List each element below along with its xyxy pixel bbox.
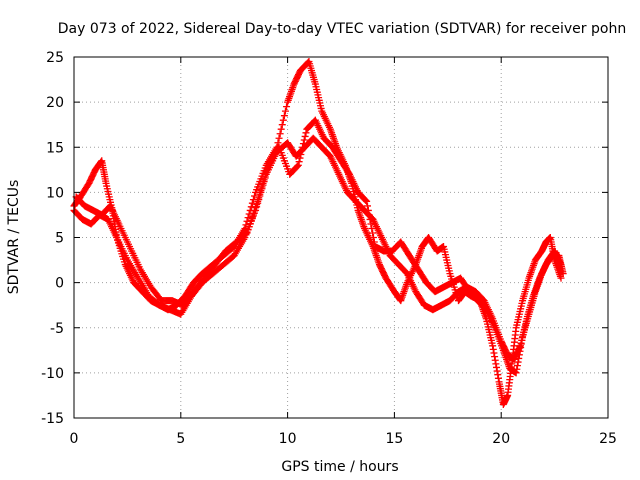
- y-tick-label: 15: [46, 140, 64, 156]
- data-point: [254, 197, 262, 205]
- grid-lines: [74, 57, 608, 418]
- data-point: [247, 216, 255, 224]
- y-tick-label: -5: [50, 321, 64, 337]
- data-point: [252, 204, 260, 212]
- chart-title: Day 073 of 2022, Sidereal Day-to-day VTE…: [58, 21, 626, 37]
- data-point: [242, 230, 250, 238]
- data-point: [241, 224, 249, 232]
- data-point: [298, 147, 306, 155]
- data-point: [366, 215, 374, 223]
- data-point: [365, 211, 373, 219]
- data-point: [277, 125, 285, 133]
- data-point: [369, 229, 377, 237]
- data-point: [255, 194, 263, 202]
- data-point: [258, 183, 266, 191]
- y-tick-label: 0: [55, 276, 64, 292]
- data-point: [279, 116, 287, 124]
- data-point: [302, 129, 310, 137]
- series-track-2: [70, 134, 567, 363]
- data-point: [283, 103, 291, 111]
- data-point: [557, 274, 565, 282]
- data-point: [261, 172, 269, 180]
- axis-ticks: 0 5 10 15 20 25 -15 -10 -5 0 5 10 15 20 25: [41, 50, 617, 447]
- data-point: [364, 206, 372, 214]
- series-track-3: [72, 116, 565, 377]
- x-tick-label: 20: [492, 431, 510, 447]
- data-point: [263, 165, 271, 173]
- data-point: [248, 213, 256, 221]
- data-point: [557, 261, 565, 269]
- x-tick-label: 25: [599, 431, 617, 447]
- x-tick-label: 15: [385, 431, 403, 447]
- data-point: [260, 176, 268, 184]
- data-point: [296, 154, 304, 162]
- data-point: [244, 226, 252, 234]
- data-point: [280, 112, 288, 120]
- data-point: [278, 121, 286, 129]
- y-tick-label: 20: [46, 95, 64, 111]
- y-tick-label: 5: [55, 231, 64, 247]
- x-tick-label: 10: [279, 431, 297, 447]
- data-point: [243, 229, 251, 237]
- data-point: [294, 161, 302, 169]
- data-point: [257, 187, 265, 195]
- x-tick-label: 0: [70, 431, 79, 447]
- data-point: [299, 143, 307, 151]
- data-point: [559, 270, 567, 278]
- data-point: [250, 207, 258, 215]
- data-point: [245, 223, 253, 231]
- data-point: [274, 139, 282, 147]
- data-point: [297, 150, 305, 158]
- data-point: [276, 130, 284, 138]
- data-point: [295, 158, 303, 166]
- data-point: [253, 201, 261, 209]
- data-point: [369, 234, 377, 241]
- y-axis-label: SDTVAR / TECUs: [6, 180, 22, 295]
- x-tick-label: 5: [176, 431, 185, 447]
- data-point: [370, 238, 378, 246]
- data-point: [299, 140, 307, 148]
- data-point: [304, 58, 312, 66]
- data-point: [363, 202, 371, 210]
- data-point: [249, 210, 257, 218]
- series-track-1: [70, 58, 565, 408]
- data-point: [368, 224, 376, 232]
- data-point: [362, 196, 370, 204]
- data-point: [246, 220, 254, 228]
- data-point: [301, 132, 309, 140]
- data-point: [363, 197, 371, 205]
- x-axis-label: GPS time / hours: [281, 459, 398, 475]
- data-point: [262, 169, 270, 177]
- data-point: [259, 179, 267, 187]
- data-point: [275, 134, 283, 142]
- data-point: [367, 220, 375, 228]
- y-tick-label: -10: [41, 366, 64, 382]
- y-tick-label: 25: [46, 50, 64, 66]
- data-point: [256, 190, 264, 198]
- data-point: [281, 107, 289, 115]
- y-tick-label: 10: [46, 185, 64, 201]
- data-marks: [70, 58, 567, 408]
- data-point: [293, 162, 301, 170]
- y-tick-label: -15: [41, 411, 64, 427]
- data-point: [300, 136, 308, 144]
